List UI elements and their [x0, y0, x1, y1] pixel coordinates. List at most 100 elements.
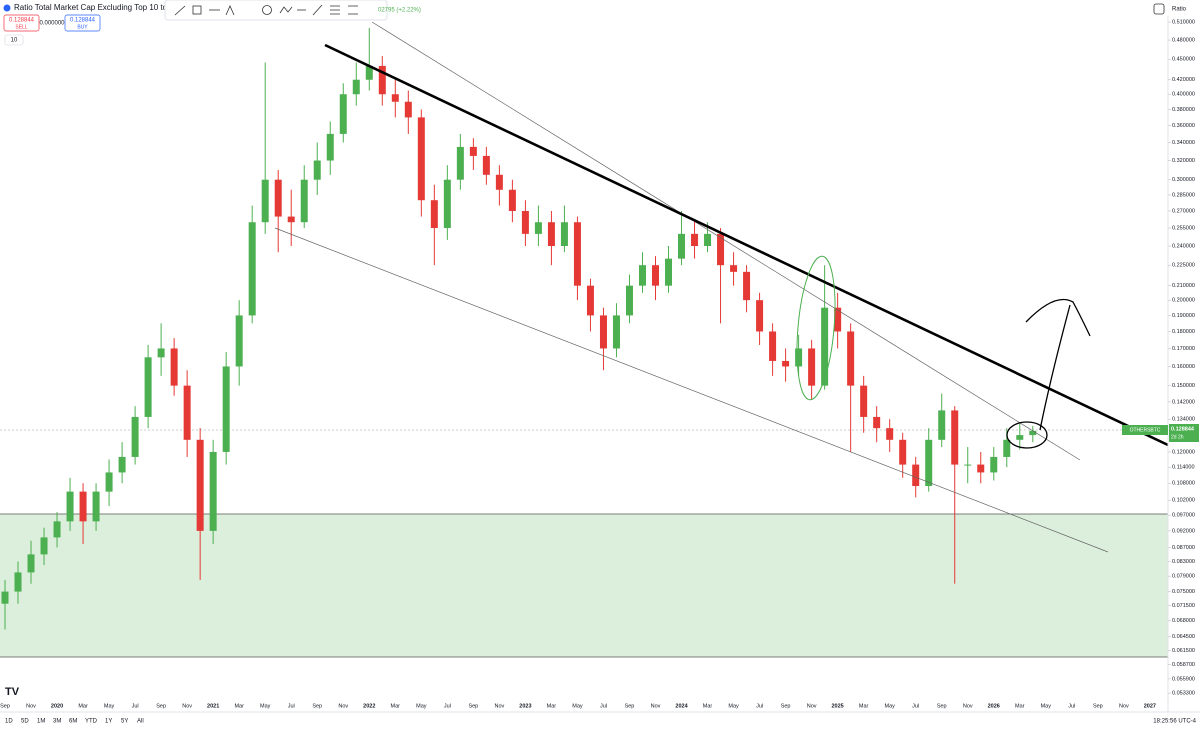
candle-body	[144, 357, 152, 417]
candle-body	[131, 416, 139, 457]
candle-body	[40, 537, 48, 555]
symbol-icon	[3, 4, 11, 12]
candle-body	[261, 179, 269, 223]
x-tick-label: Nov	[182, 703, 192, 709]
range-button[interactable]: 5Y	[121, 719, 128, 725]
candle-body	[404, 101, 412, 118]
candle-body	[222, 366, 230, 452]
y-tick-label: 0.360000	[1172, 123, 1195, 129]
sell-button[interactable]	[3, 14, 40, 32]
tool-pattern[interactable]	[225, 5, 235, 16]
y-tick-label: 0.079000	[1172, 574, 1195, 580]
x-tick-label: 2024	[675, 703, 688, 709]
x-tick-label: Mar	[391, 703, 401, 709]
y-tick-label: 0.190000	[1172, 313, 1195, 319]
candle-body	[678, 233, 686, 259]
candle-body	[105, 472, 113, 492]
range-button[interactable]: All	[137, 719, 144, 725]
candle-body	[300, 179, 308, 223]
range-button[interactable]: 3M	[53, 719, 61, 725]
y-tick-label: 0.071500	[1172, 603, 1195, 609]
candle-body	[691, 233, 699, 247]
x-tick-label: Jul	[600, 703, 607, 709]
y-tick-label: 0.120000	[1172, 449, 1195, 455]
tool-rect[interactable]	[192, 5, 202, 15]
tool-range[interactable]	[348, 5, 358, 15]
x-tick-label: 2025	[832, 703, 844, 709]
y-tick-label: 0.420000	[1172, 77, 1195, 83]
y-tick-label: 0.053300	[1172, 691, 1195, 697]
candle-body	[573, 222, 581, 286]
settings-icon[interactable]	[1153, 3, 1165, 15]
range-button[interactable]: 1D	[5, 719, 13, 725]
range-button[interactable]: 1Y	[105, 719, 112, 725]
candle-body	[1, 591, 9, 604]
buy-price: 0.128844	[70, 18, 96, 24]
interval-box[interactable]	[4, 34, 24, 46]
candle-body	[886, 428, 894, 440]
interval: 10	[11, 38, 18, 44]
candle-body	[443, 179, 451, 228]
candle-body	[339, 94, 347, 134]
y-tick-label: 0.380000	[1172, 107, 1195, 113]
y-tick-label: 0.400000	[1172, 92, 1195, 98]
x-tick-label: Sep	[625, 703, 635, 709]
y-tick-label: 0.134000	[1172, 417, 1195, 423]
tool-path[interactable]	[279, 6, 293, 14]
x-tick-label: Sep	[781, 703, 791, 709]
candle-body	[417, 117, 425, 201]
tool-circle[interactable]	[262, 5, 272, 15]
x-tick-label: Sep	[1093, 703, 1103, 709]
candle-body	[951, 410, 959, 465]
x-tick-label: Nov	[338, 703, 348, 709]
x-tick-label: Mar	[703, 703, 713, 709]
last-price: 0.128844	[1171, 426, 1195, 432]
candle-body	[521, 211, 529, 234]
candle-body	[860, 385, 868, 417]
x-tick-label: Nov	[26, 703, 36, 709]
candle-body	[14, 572, 22, 592]
sell-label: SELL	[15, 24, 27, 30]
trendline-main	[324, 43, 1169, 447]
range-button[interactable]: 1M	[37, 719, 45, 725]
range-buttons: 1D 5D 1M 3M 6M YTD 1Y 5Y All	[5, 719, 144, 725]
range-button[interactable]: 6M	[69, 719, 77, 725]
candle-body	[27, 554, 35, 573]
tv-logo: TV	[5, 686, 20, 698]
candle-body	[638, 265, 646, 286]
candle-body	[808, 348, 816, 386]
x-tick-label: Jul	[1068, 703, 1075, 709]
x-tick-label: Nov	[1119, 703, 1129, 709]
candle-body	[183, 385, 191, 440]
y-tick-label: 0.170000	[1172, 346, 1195, 352]
candle-body	[938, 410, 946, 440]
x-tick-label: Nov	[494, 703, 504, 709]
x-tick-label: May	[1041, 703, 1052, 709]
range-button[interactable]: 5D	[21, 719, 29, 725]
tool-line[interactable]	[174, 5, 186, 16]
y-tick-label: 0.087000	[1172, 545, 1195, 551]
candle-body	[235, 315, 243, 367]
candle-body	[170, 348, 178, 386]
candle-body	[1003, 439, 1011, 457]
clock: 18:25:56 UTC-4	[1153, 719, 1196, 725]
x-tick-label: 2021	[207, 703, 219, 709]
x-tick-label: Mar	[78, 703, 88, 709]
y-tick-label: 0.142000	[1172, 399, 1195, 405]
candle-body	[665, 258, 673, 286]
symbol-tag	[1122, 425, 1168, 435]
candle-body	[326, 133, 334, 161]
range-button[interactable]: YTD	[85, 719, 98, 725]
tool-arrow[interactable]	[312, 4, 323, 16]
candle-body	[248, 222, 256, 316]
candle-body	[313, 160, 321, 180]
candle-body	[391, 94, 399, 102]
y-tick-label: 0.092000	[1172, 528, 1195, 534]
tool-fib[interactable]	[330, 5, 340, 15]
candle-body	[547, 222, 555, 247]
y-tick-label: 0.240000	[1172, 243, 1195, 249]
candle-body	[560, 222, 568, 247]
x-tick-label: Mar	[1015, 703, 1025, 709]
candle-body	[495, 174, 503, 190]
buy-button[interactable]	[64, 14, 101, 32]
